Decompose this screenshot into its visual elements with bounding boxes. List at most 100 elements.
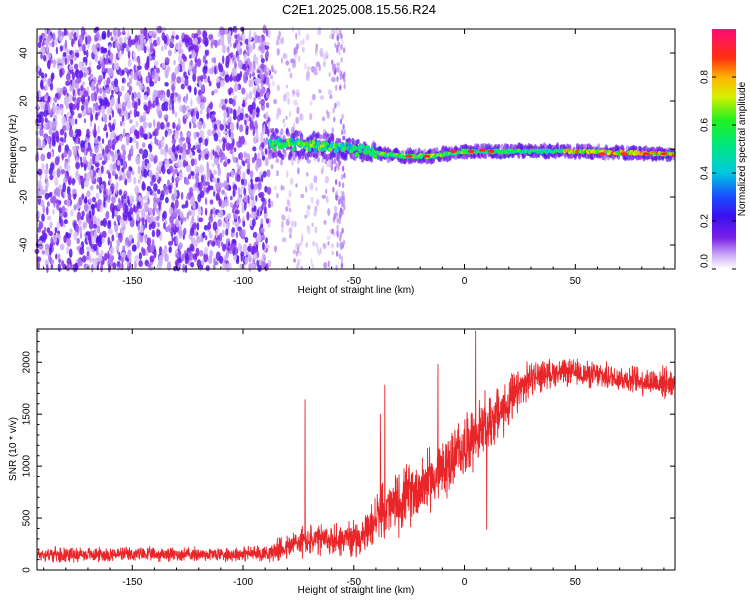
noise-cell xyxy=(336,76,339,82)
noise-cell xyxy=(260,150,265,156)
noise-cell xyxy=(122,42,127,49)
noise-cell xyxy=(59,137,64,142)
noise-cell xyxy=(307,204,311,210)
noise-cell xyxy=(108,45,112,51)
noise-cell xyxy=(176,93,182,102)
noise-cell xyxy=(198,80,202,89)
noise-cell xyxy=(80,85,84,92)
noise-cell xyxy=(207,129,212,137)
noise-cell xyxy=(103,189,106,195)
signal-cell xyxy=(344,153,348,161)
noise-cell xyxy=(190,261,195,268)
noise-cell xyxy=(230,107,233,114)
noise-cell xyxy=(86,251,90,256)
noise-cell xyxy=(323,219,327,225)
noise-cell xyxy=(49,231,54,237)
noise-cell xyxy=(40,72,45,79)
noise-cell xyxy=(40,116,44,125)
noise-cell xyxy=(76,211,82,221)
noise-cell xyxy=(59,68,63,78)
noise-cell xyxy=(215,228,218,238)
noise-cell xyxy=(180,76,185,83)
noise-cell xyxy=(336,242,339,248)
signal-peak xyxy=(423,154,431,158)
noise-cell xyxy=(175,34,179,40)
noise-cell xyxy=(280,184,283,191)
noise-cell xyxy=(134,101,138,111)
signal-cell xyxy=(339,143,344,149)
noise-cell xyxy=(148,122,152,129)
noise-cell xyxy=(130,145,134,155)
noise-cell xyxy=(157,105,161,111)
noise-cell xyxy=(109,84,113,91)
signal-cell xyxy=(556,142,560,151)
noise-cell xyxy=(116,160,121,166)
noise-cell xyxy=(35,103,40,109)
noise-cell xyxy=(122,245,126,252)
noise-cell xyxy=(82,43,86,53)
noise-cell xyxy=(264,148,268,155)
noise-cell xyxy=(304,62,307,70)
noise-cell xyxy=(82,221,88,229)
noise-cell xyxy=(87,233,90,241)
noise-cell xyxy=(70,58,74,66)
noise-cell xyxy=(172,169,175,178)
signal-cell xyxy=(356,138,360,145)
noise-cell xyxy=(293,258,297,263)
noise-cell xyxy=(192,67,197,75)
noise-cell xyxy=(314,205,318,213)
noise-cell xyxy=(313,175,318,184)
signal-cell xyxy=(373,154,378,160)
noise-cell xyxy=(96,184,99,190)
noise-cell xyxy=(118,169,123,176)
noise-cell xyxy=(296,43,299,50)
noise-cell xyxy=(65,80,70,87)
noise-cell xyxy=(313,211,317,217)
noise-cell xyxy=(259,42,262,47)
noise-cell xyxy=(239,152,244,161)
noise-cell xyxy=(78,61,83,69)
noise-cell xyxy=(251,156,256,164)
noise-cell xyxy=(326,162,330,168)
noise-cell xyxy=(263,200,267,207)
noise-cell xyxy=(101,138,105,144)
noise-cell xyxy=(240,135,245,145)
noise-cell xyxy=(165,196,169,204)
noise-cell xyxy=(305,242,309,248)
noise-cell xyxy=(98,140,102,148)
noise-cell xyxy=(181,204,186,209)
noise-cell xyxy=(227,241,231,247)
noise-cell xyxy=(228,30,232,36)
noise-cell xyxy=(55,253,58,260)
noise-cell xyxy=(220,241,224,247)
noise-cell xyxy=(255,195,258,202)
noise-cell xyxy=(242,99,246,107)
noise-cell xyxy=(298,250,302,256)
noise-cell xyxy=(46,201,50,207)
noise-cell xyxy=(88,169,94,178)
noise-cell xyxy=(109,240,112,247)
noise-cell xyxy=(61,153,64,161)
noise-cell xyxy=(149,31,153,37)
signal-cell xyxy=(307,146,312,152)
noise-cell xyxy=(123,36,128,43)
noise-cell xyxy=(237,41,241,51)
noise-cell xyxy=(196,259,202,268)
noise-cell xyxy=(267,83,271,89)
colorbar-tick-label: 0.2 xyxy=(700,214,711,228)
snr-line xyxy=(36,330,676,563)
noise-cell xyxy=(317,29,322,36)
noise-cell xyxy=(45,248,50,256)
noise-cell xyxy=(207,221,211,231)
noise-cell xyxy=(309,113,313,121)
noise-cell xyxy=(255,57,259,66)
noise-cell xyxy=(339,84,342,91)
noise-cell xyxy=(202,180,207,187)
noise-cell xyxy=(98,105,102,110)
noise-cell xyxy=(213,257,217,266)
spectrogram-x-ticks: -150 -100 -50 0 50 xyxy=(43,29,665,287)
x-tick-label: 50 xyxy=(570,276,582,287)
noise-cell xyxy=(226,172,230,181)
noise-cell xyxy=(109,246,115,255)
noise-cell xyxy=(156,207,160,215)
